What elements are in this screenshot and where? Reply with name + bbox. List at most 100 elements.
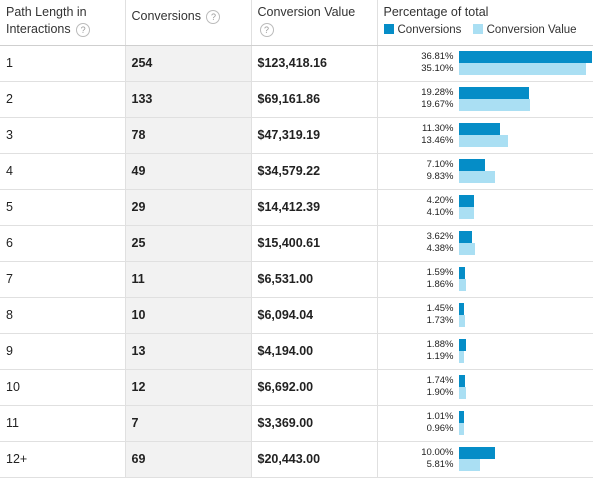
percentage-cell: 4.20% 4.10% [377,189,593,226]
pct-conversion-value-label: 1.90% [426,387,454,398]
pct-conversion-value-label: 1.19% [426,351,454,362]
pct-conversions-label: 7.10% [426,159,454,170]
percentage-cell: 11.30% 13.46% [377,117,593,154]
header-path-length-line2: Interactions [6,22,71,36]
conversion-value-cell: $6,531.00 [251,261,378,298]
legend-conversions-swatch [383,24,394,34]
path-length-cell: 8 [0,297,126,334]
pct-conversion-value-label: 4.10% [426,207,454,218]
conversion-value-cell: $6,094.04 [251,297,378,334]
conversions-cell: 10 [125,297,252,334]
pct-conversion-value-label: 0.96% [426,423,454,434]
conversions-cell: 49 [125,153,252,190]
conversion-value-cell: $34,579.22 [251,153,378,190]
table-row: 7 11 $6,531.00 1.59% 1.86% [0,261,593,298]
conversions-cell: 78 [125,117,252,154]
conversions-bar [458,339,466,351]
conversion-value-cell: $69,161.86 [251,81,378,118]
conversions-cell: 12 [125,369,252,406]
header-percentage-label: Percentage of total [383,5,489,19]
conversion-value-bar [458,243,475,255]
conversions-cell: 7 [125,405,252,442]
pct-conversion-value-label: 35.10% [421,63,454,74]
legend-conversion-value-swatch [472,24,483,34]
percentage-cell: 10.00% 5.81% [377,441,593,478]
pct-conversion-value-label: 1.86% [426,279,454,290]
percentage-cell: 1.88% 1.19% [377,333,593,370]
conversions-cell: 254 [125,45,252,82]
legend-conversions-label: Conversions [397,24,462,36]
pct-conversions-label: 1.01% [426,411,454,422]
conversion-value-bar [458,207,474,219]
conversion-value-bar [458,63,586,75]
pct-conversion-value-label: 4.38% [426,243,454,254]
conversion-value-cell: $4,194.00 [251,333,378,370]
help-icon[interactable]: ? [206,9,221,24]
pct-conversions-label: 10.00% [421,447,454,458]
conversion-value-cell: $15,400.61 [251,225,378,262]
help-icon[interactable]: ? [259,22,274,37]
table-header-row: Path Length in Interactions ? Conversion… [0,0,593,46]
percentage-cell: 7.10% 9.83% [377,153,593,190]
table-row: 3 78 $47,319.19 11.30% 13.46% [0,117,593,154]
path-length-cell: 6 [0,225,126,262]
table-row: 2 133 $69,161.86 19.28% 19.67% [0,81,593,118]
pct-conversions-label: 1.59% [426,267,454,278]
path-length-cell: 11 [0,405,126,442]
pct-conversion-value-label: 1.73% [426,315,454,326]
conversions-cell: 13 [125,333,252,370]
table-row: 8 10 $6,094.04 1.45% 1.73% [0,297,593,334]
conversion-value-cell: $20,443.00 [251,441,378,478]
path-length-cell: 3 [0,117,126,154]
percentage-cell: 1.45% 1.73% [377,297,593,334]
percentage-cell: 3.62% 4.38% [377,225,593,262]
conversion-value-bar [458,279,466,291]
conversions-bar [458,231,472,243]
table-row: 11 7 $3,369.00 1.01% 0.96% [0,405,593,442]
header-path-length[interactable]: Path Length in Interactions ? [0,0,126,46]
percentage-cell: 19.28% 19.67% [377,81,593,118]
pct-conversion-value-label: 9.83% [426,171,454,182]
conversions-bar [458,375,465,387]
header-percentage: Percentage of total Conversions Conversi… [377,0,593,46]
conversion-value-bar [458,351,464,363]
header-conversion-value[interactable]: Conversion Value ? [251,0,378,46]
table-row: 12+ 69 $20,443.00 10.00% 5.81% [0,441,593,478]
table-row: 6 25 $15,400.61 3.62% 4.38% [0,225,593,262]
percentage-cell: 1.01% 0.96% [377,405,593,442]
table-row: 10 12 $6,692.00 1.74% 1.90% [0,369,593,406]
pct-conversion-value-label: 13.46% [421,135,454,146]
conversion-value-bar [458,315,465,327]
header-conversion-value-label: Conversion Value [257,5,356,19]
pct-conversions-label: 4.20% [426,195,454,206]
conversion-value-cell: $47,319.19 [251,117,378,154]
pct-conversions-label: 11.30% [421,123,454,134]
conversion-value-cell: $3,369.00 [251,405,378,442]
conversion-value-bar [458,387,466,399]
conversions-bar [458,87,529,99]
pct-conversions-label: 19.28% [421,87,454,98]
conversions-cell: 29 [125,189,252,226]
conversions-bar [458,51,592,63]
table-row: 4 49 $34,579.22 7.10% 9.83% [0,153,593,190]
conversion-value-cell: $6,692.00 [251,369,378,406]
conversion-value-cell: $123,418.16 [251,45,378,82]
path-length-cell: 9 [0,333,126,370]
legend-conversion-value-label: Conversion Value [486,24,577,36]
percentage-cell: 1.59% 1.86% [377,261,593,298]
help-icon[interactable]: ? [76,22,91,37]
header-path-length-line1: Path Length in [6,5,87,19]
conversions-bar [458,195,474,207]
conversions-cell: 11 [125,261,252,298]
conversion-value-bar [458,171,495,183]
conversions-bar [458,123,500,135]
table-body: 1 254 $123,418.16 36.81% 35.10% 2 133 $69,161.8… [0,45,593,478]
conversions-bar [458,303,464,315]
path-length-cell: 4 [0,153,126,190]
conversions-cell: 69 [125,441,252,478]
header-conversions-label: Conversions [131,9,201,23]
conversion-value-bar [458,459,480,471]
pct-conversions-label: 3.62% [426,231,454,242]
header-conversions[interactable]: Conversions ? [125,0,252,46]
